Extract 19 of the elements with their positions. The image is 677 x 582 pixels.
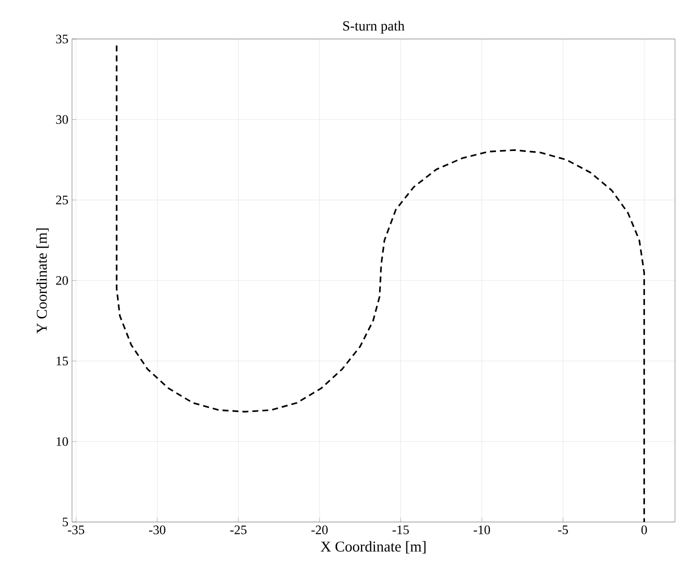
x-tick-label: -10	[474, 526, 490, 534]
x-tick-label: -20	[311, 526, 328, 534]
y-tick-label: 10	[56, 437, 68, 446]
line-series	[116, 44, 645, 522]
y-tick-label: 30	[56, 115, 68, 124]
y-tick-label: 15	[56, 356, 68, 366]
x-tick-label: -25	[230, 526, 246, 534]
y-tick-label: 35	[56, 34, 68, 44]
x-tick-label: -15	[392, 526, 409, 534]
x-axis-title: X Coordinate [m]	[320, 541, 426, 554]
y-axis-title: Y Coordinate [m]	[36, 228, 49, 334]
y-tick-label: 5	[62, 518, 68, 526]
y-tick-label: 20	[56, 276, 68, 285]
x-tick-label: 0	[641, 526, 647, 534]
x-tick-label: -35	[68, 526, 84, 534]
x-tick-label: -30	[149, 526, 166, 534]
chart-title: S-turn path	[343, 20, 405, 34]
y-tick-label: 25	[56, 196, 68, 204]
x-tick-label: -5	[558, 526, 568, 534]
